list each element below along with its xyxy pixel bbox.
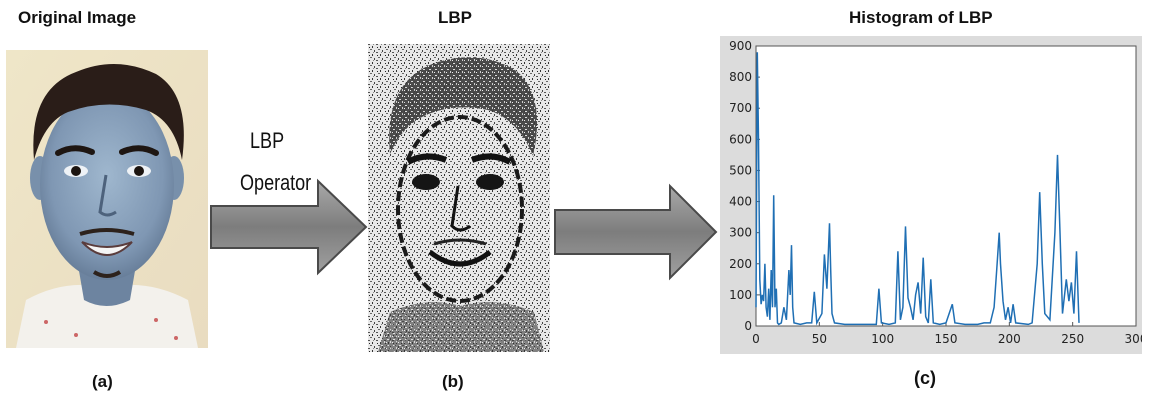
series-line (755, 52, 1080, 326)
x-tick-label: 100 (871, 332, 894, 346)
y-tick-label: 100 (729, 288, 752, 302)
y-tick-label: 500 (729, 163, 752, 177)
operator-label-line2: Operator (240, 170, 312, 195)
histogram-title: Histogram of LBP (849, 8, 993, 27)
caption-a: (a) (92, 372, 113, 391)
y-tick-label: 800 (729, 70, 752, 84)
caption-c: (c) (914, 368, 936, 388)
y-tick-label: 700 (729, 101, 752, 115)
x-tick-label: 50 (812, 332, 827, 346)
y-tick-label: 400 (729, 195, 752, 209)
y-tick-label: 300 (729, 226, 752, 240)
x-tick-label: 300 (1125, 332, 1142, 346)
original-image-title: Original Image (18, 8, 137, 27)
y-tick-label: 900 (729, 39, 752, 53)
plot-area (755, 45, 1137, 327)
x-tick-label: 250 (1061, 332, 1084, 346)
arrow-right-icon (210, 178, 368, 276)
y-tick-label: 0 (744, 319, 752, 333)
lbp-texture-image (368, 44, 550, 352)
arrow-right-icon (554, 183, 718, 281)
histogram-chart: 0 100 200 300 400 500 600 700 800 900 0 50 100 150 20… (720, 36, 1142, 354)
lbp-title: LBP (438, 8, 472, 27)
operator-label-line1: LBP (250, 128, 285, 153)
original-face-image (6, 50, 208, 348)
y-tick-label: 600 (729, 132, 752, 146)
x-tick-label: 150 (935, 332, 958, 346)
x-tick-label: 200 (998, 332, 1021, 346)
caption-b: (b) (442, 372, 464, 391)
y-tick-label: 200 (729, 257, 752, 271)
x-tick-label: 0 (752, 332, 760, 346)
